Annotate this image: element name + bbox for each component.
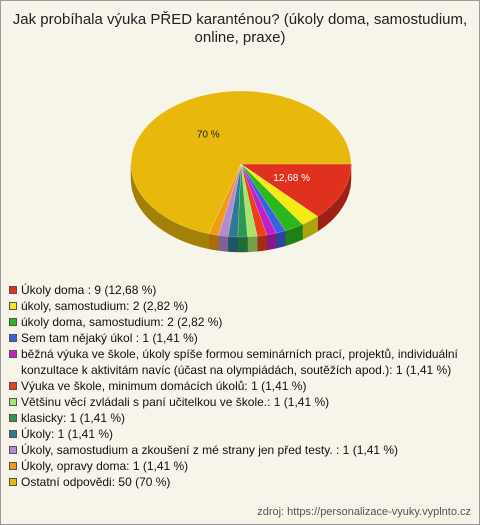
- legend-item: Úkoly, samostudium a zkoušení z mé stran…: [9, 442, 471, 458]
- slice: [237, 163, 248, 238]
- legend-label: Úkoly doma : 9 (12,68 %): [21, 283, 157, 297]
- legend-item: Ostatní odpovědi: 50 (70 %): [9, 474, 471, 490]
- slice-side: [208, 233, 219, 251]
- legend-swatch: [9, 302, 17, 310]
- legend-item: Úkoly doma : 9 (12,68 %): [9, 282, 471, 298]
- legend-swatch: [9, 318, 17, 326]
- legend-label: klasicky: 1 (1,41 %): [21, 411, 126, 425]
- legend-label: Úkoly: 1 (1,41 %): [21, 427, 114, 441]
- slice-side: [218, 235, 229, 252]
- legend-item: běžná výuka ve škole, úkoly spíše formou…: [9, 346, 471, 378]
- legend-label: Výuka ve škole, minimum domácích úkolů: …: [21, 379, 307, 393]
- slice: [240, 163, 303, 232]
- legend-label: Úkoly, samostudium a zkoušení z mé stran…: [21, 443, 399, 457]
- slice-side: [227, 236, 238, 253]
- slice: [218, 163, 242, 237]
- source: zdroj: https://personalizace-vyuky.vypln…: [257, 506, 471, 518]
- legend-label: Sem tam nějaký úkol : 1 (1,41 %): [21, 331, 198, 345]
- legend-swatch: [9, 430, 17, 438]
- slice: [240, 163, 277, 236]
- legend-item: Úkoly: 1 (1,41 %): [9, 426, 471, 442]
- legend-label: běžná výuka ve škole, úkoly spíše formou…: [21, 347, 458, 377]
- legend-label: úkoly doma, samostudium: 2 (2,82 %): [21, 315, 223, 329]
- legend-swatch: [9, 414, 17, 422]
- slice-side: [275, 230, 286, 249]
- legend-item: Výuka ve škole, minimum domácích úkolů: …: [9, 378, 471, 394]
- slice: [227, 163, 242, 238]
- slice: [208, 163, 242, 236]
- legend-swatch: [9, 350, 17, 358]
- legend-swatch: [9, 462, 17, 470]
- slice-side: [247, 235, 258, 253]
- legend-item: Většinu věcí zvládali s paní učitelkou v…: [9, 394, 471, 410]
- data-label: 12,68 %: [273, 173, 310, 184]
- slice: [240, 163, 286, 234]
- legend-label: Většinu věcí zvládali s paní učitelkou v…: [21, 395, 330, 409]
- legend-item: klasicky: 1 (1,41 %): [9, 410, 471, 426]
- slice: [240, 163, 268, 237]
- pie-area: 12,68 % 70 %: [130, 90, 352, 253]
- slice-side: [237, 236, 248, 253]
- legend: Úkoly doma : 9 (12,68 %) úkoly, samostudi…: [9, 282, 471, 490]
- legend-item: úkoly doma, samostudium: 2 (2,82 %): [9, 314, 471, 330]
- chart-title: Jak probíhala výuka PŘED karanténou? (úk…: [12, 11, 468, 46]
- legend-item: úkoly, samostudium: 2 (2,82 %): [9, 298, 471, 314]
- data-label: 70 %: [197, 129, 220, 140]
- legend-swatch: [9, 446, 17, 454]
- legend-swatch: [9, 398, 17, 406]
- legend-label: Ostatní odpovědi: 50 (70 %): [21, 475, 171, 489]
- slice-side: [266, 232, 277, 251]
- slice-side: [256, 234, 268, 252]
- slice: [240, 163, 352, 217]
- legend-swatch: [9, 286, 17, 294]
- legend-item: Sem tam nějaký úkol : 1 (1,41 %): [9, 330, 471, 346]
- slice: [130, 90, 352, 235]
- legend-swatch: [9, 382, 17, 390]
- legend-label: Úkoly, opravy doma: 1 (1,41 %): [21, 459, 189, 473]
- legend-item: Úkoly, opravy doma: 1 (1,41 %): [9, 458, 471, 474]
- legend-swatch: [9, 478, 17, 486]
- legend-swatch: [9, 334, 17, 342]
- slice: [240, 163, 258, 238]
- slice: [240, 163, 319, 225]
- legend-label: úkoly, samostudium: 2 (2,82 %): [21, 299, 189, 313]
